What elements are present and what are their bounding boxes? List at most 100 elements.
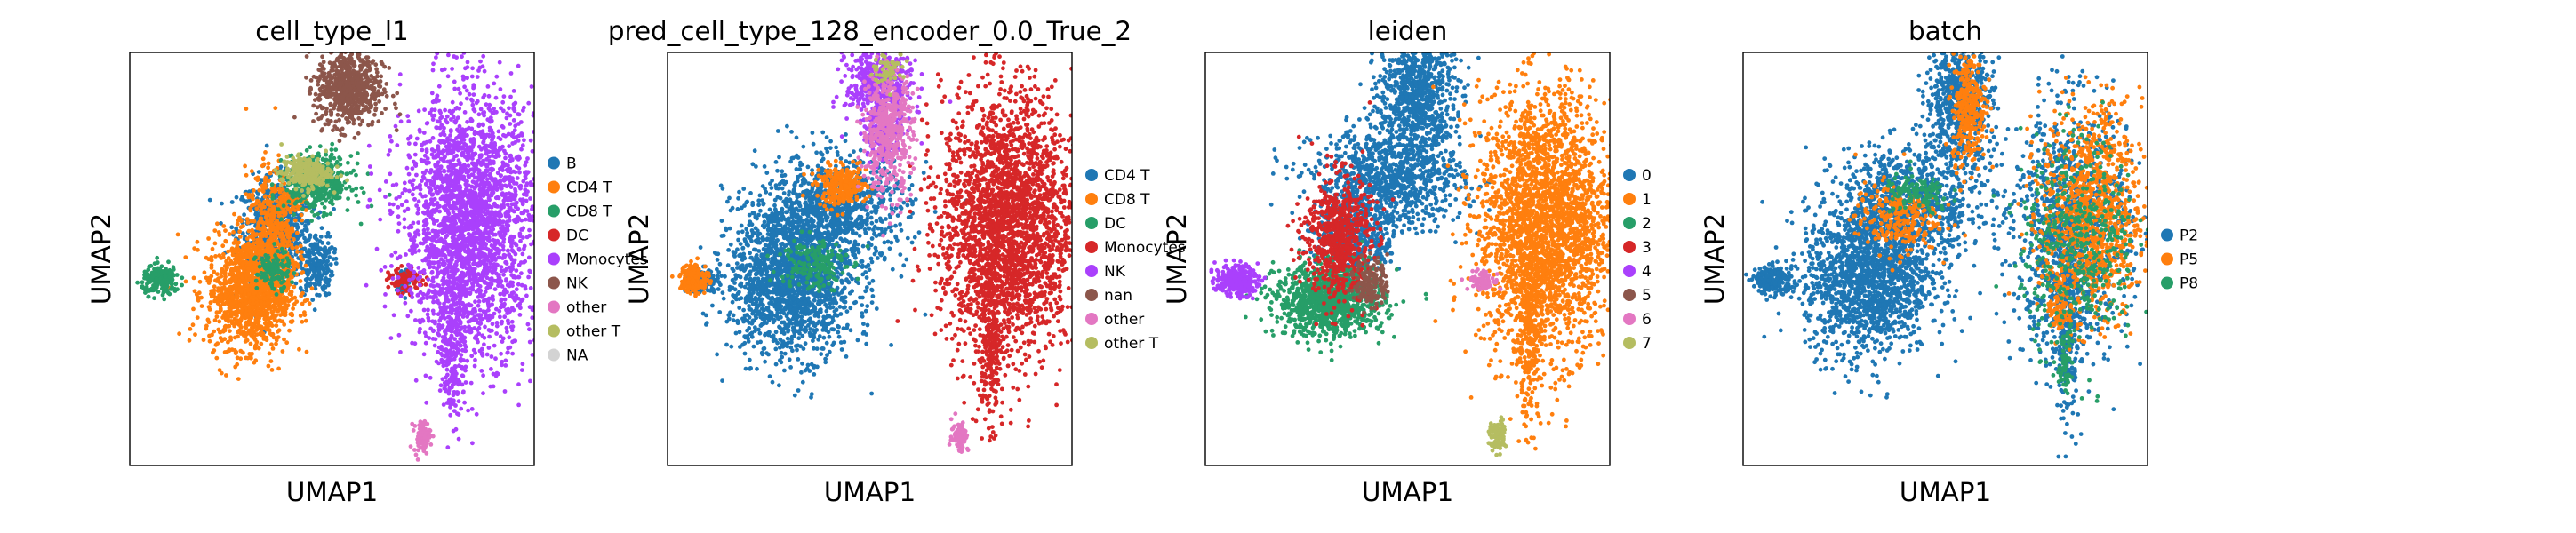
scatter-point xyxy=(325,230,331,235)
scatter-point xyxy=(239,289,244,294)
scatter-point xyxy=(481,391,485,396)
scatter-point xyxy=(219,289,224,293)
scatter-point xyxy=(314,198,319,203)
scatter-point xyxy=(329,245,334,250)
scatter-point xyxy=(492,81,497,86)
scatter-point xyxy=(161,282,166,288)
scatter-point xyxy=(145,282,149,287)
scatter-point xyxy=(316,251,321,255)
scatter-point xyxy=(278,164,284,170)
scatter-point xyxy=(313,286,318,291)
scatter-point xyxy=(212,329,217,334)
scatter-point xyxy=(318,246,323,251)
scatter-point xyxy=(316,259,321,264)
scatter-point xyxy=(329,269,334,274)
scatter-point xyxy=(244,254,250,259)
scatter-point xyxy=(292,236,296,242)
scatter-point xyxy=(289,290,294,295)
scatter-point xyxy=(406,119,412,124)
scatter-point xyxy=(393,123,398,129)
scatter-point xyxy=(444,120,450,125)
scatter-point xyxy=(478,59,483,64)
scatter-point xyxy=(528,378,532,384)
scatter-point xyxy=(240,307,245,313)
scatter-point xyxy=(558,227,563,231)
scatter-point xyxy=(262,296,268,301)
scatter-point xyxy=(225,266,229,270)
scatter-point xyxy=(422,140,428,146)
scatter-point xyxy=(243,200,248,204)
scatter-point xyxy=(479,294,484,299)
scatter-point xyxy=(210,246,215,251)
scatter-point xyxy=(423,282,428,287)
scatter-point xyxy=(538,230,542,235)
scatter-point xyxy=(292,284,297,290)
scatter-point xyxy=(219,295,224,299)
scatter-point xyxy=(237,256,243,261)
scatter-point xyxy=(320,157,325,163)
scatter-point xyxy=(476,123,482,129)
scatter-point xyxy=(257,187,262,193)
scatter-point xyxy=(333,256,339,261)
scatter-point xyxy=(255,302,260,307)
scatter-point xyxy=(285,269,291,274)
scatter-point xyxy=(225,349,229,354)
scatter-point xyxy=(252,188,256,193)
scatter-point xyxy=(249,314,253,319)
scatter-point xyxy=(196,295,201,299)
scatter-point xyxy=(281,285,286,290)
scatter-point xyxy=(259,257,264,262)
scatter-point xyxy=(268,171,273,176)
scatter-point xyxy=(192,289,197,294)
scatter-point xyxy=(519,271,524,276)
scatter-point xyxy=(238,331,244,336)
scatter-point xyxy=(493,95,499,100)
scatter-point xyxy=(140,280,145,285)
scatter-point xyxy=(217,319,222,324)
scatter-point xyxy=(293,281,299,286)
scatter-point xyxy=(397,82,403,87)
scatter-point xyxy=(289,275,294,280)
scatter-point xyxy=(538,268,542,273)
scatter-point xyxy=(412,187,416,192)
scatter-point xyxy=(508,324,514,330)
scatter-point xyxy=(501,108,506,114)
scatter-point xyxy=(519,227,524,232)
scatter-point xyxy=(199,304,204,308)
scatter-point xyxy=(300,319,305,324)
scatter-point xyxy=(276,207,281,212)
scatter-point xyxy=(369,171,374,176)
scatter-point xyxy=(299,293,304,298)
scatter-point xyxy=(321,287,326,292)
scatter-point xyxy=(526,100,532,106)
scatter-point xyxy=(222,326,228,331)
scatter-point xyxy=(305,201,310,205)
scatter-point xyxy=(329,198,334,203)
scatter-point xyxy=(244,311,248,316)
scatter-point xyxy=(498,334,503,339)
scatter-point xyxy=(431,311,436,316)
scatter-point xyxy=(322,205,327,210)
scatter-point xyxy=(538,209,542,213)
scatter-point xyxy=(268,236,273,241)
scatter-point xyxy=(246,328,252,333)
scatter-point xyxy=(244,192,249,197)
scatter-point xyxy=(537,223,541,227)
scatter-point xyxy=(215,289,220,293)
scatter-point xyxy=(355,151,360,156)
scatter-point xyxy=(526,274,531,280)
scatter-point xyxy=(233,259,238,265)
scatter-point xyxy=(192,246,197,251)
scatter-point xyxy=(413,378,419,383)
scatter-point xyxy=(289,219,293,225)
scatter-point xyxy=(439,115,444,120)
scatter-point xyxy=(270,269,276,274)
scatter-point xyxy=(361,190,366,195)
scatter-point xyxy=(243,163,247,169)
scatter-point xyxy=(263,287,268,292)
scatter-point xyxy=(281,203,286,209)
scatter-point xyxy=(217,368,222,372)
scatter-point xyxy=(540,286,545,290)
scatter-point xyxy=(295,265,300,269)
scatter-point xyxy=(244,217,250,222)
